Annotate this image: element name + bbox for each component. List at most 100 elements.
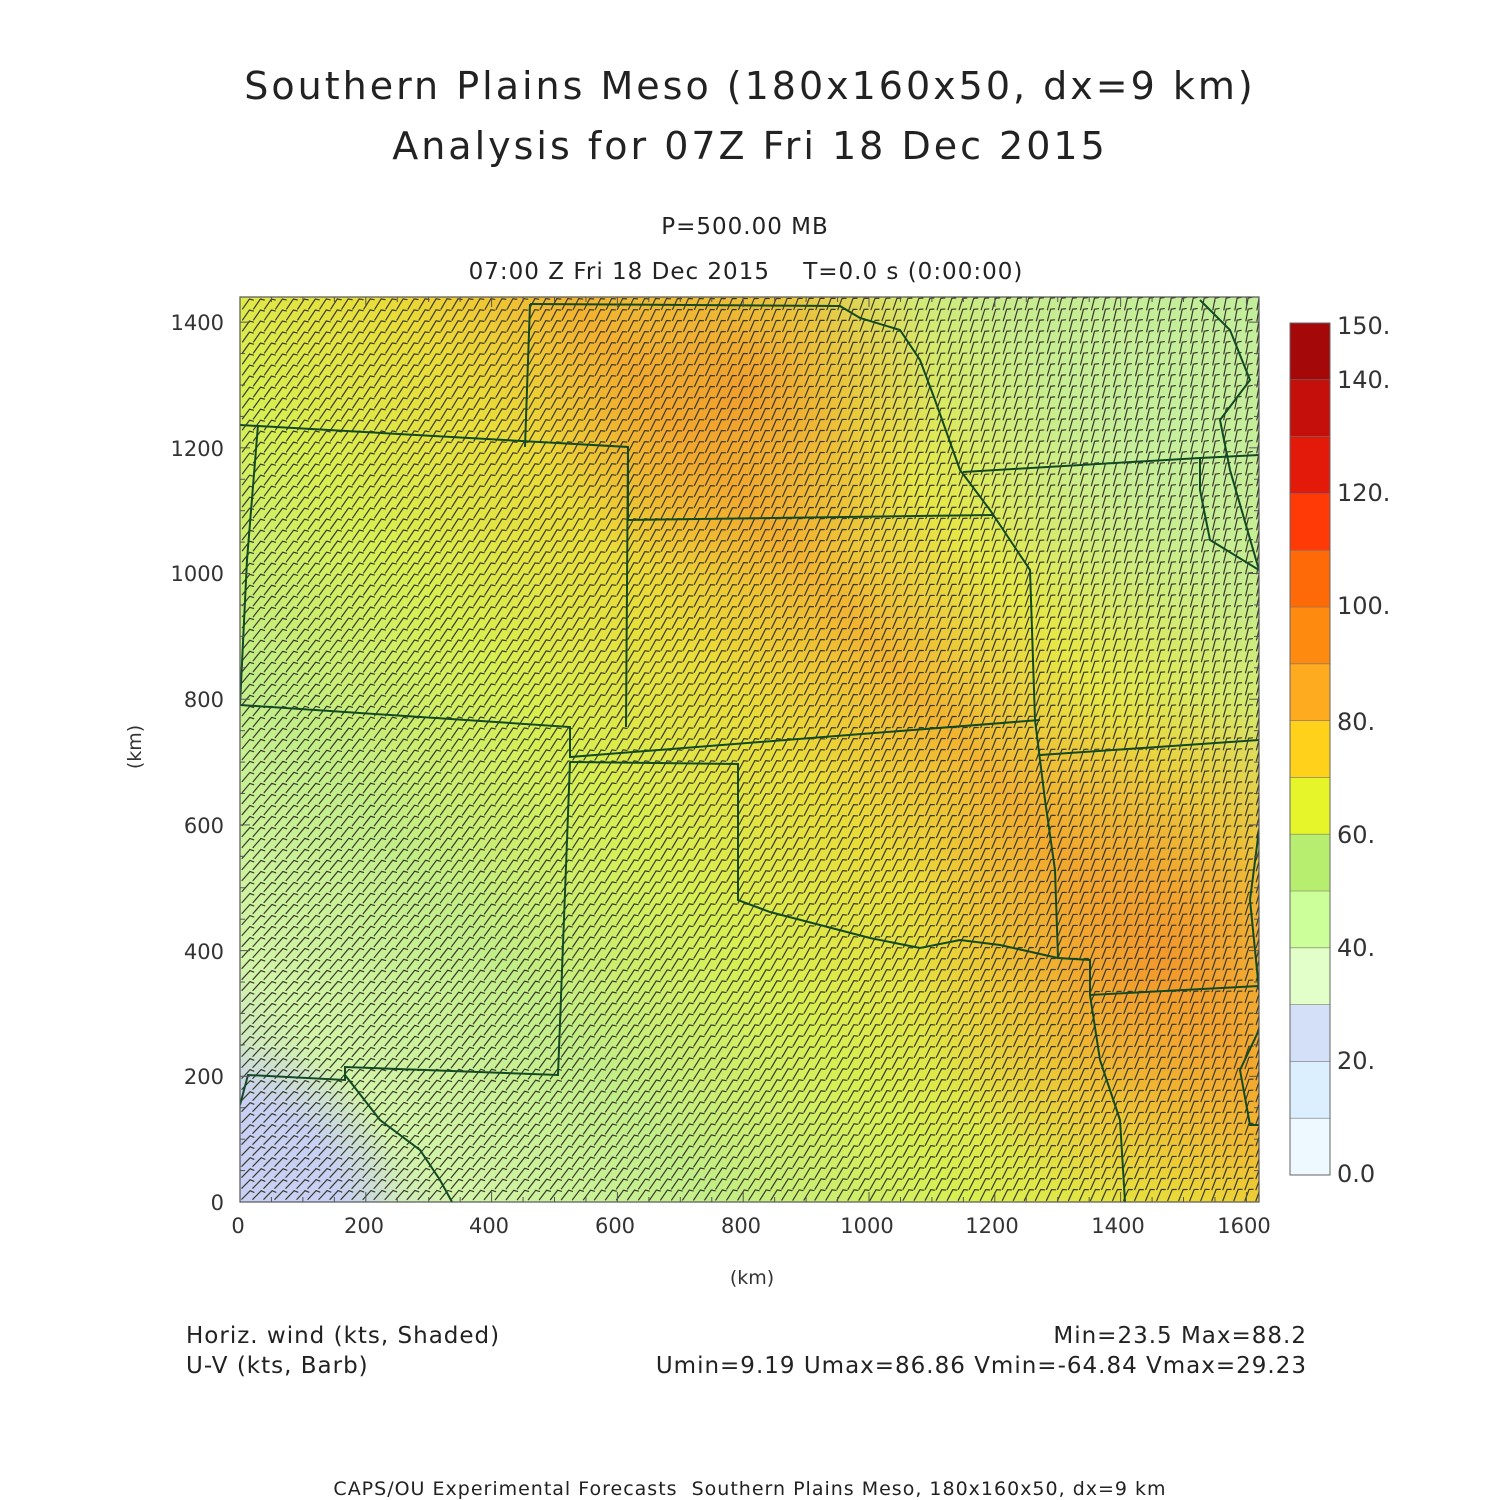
wind-barb: [925, 429, 935, 443]
wind-barb: [583, 452, 595, 464]
wind-barb: [881, 352, 891, 366]
wind-barb: [991, 451, 1001, 465]
wind-barb: [760, 385, 770, 399]
wind-barb: [616, 463, 628, 475]
wind-barb: [517, 309, 529, 321]
wind-barb: [1057, 374, 1067, 388]
wind-barb: [308, 397, 320, 409]
wind-barb: [759, 440, 771, 454]
wind-barb: [429, 309, 441, 321]
wind-barb: [947, 330, 957, 344]
wind-barb: [859, 484, 869, 498]
wind-barb: [594, 419, 606, 431]
wind-barb: [682, 385, 694, 399]
wind-barb: [815, 484, 825, 498]
wind-barb: [473, 386, 485, 398]
wind-barb: [296, 463, 309, 475]
wind-barb: [682, 407, 694, 421]
wind-barb: [285, 386, 298, 398]
wind-barb: [396, 331, 408, 343]
wind-barb: [1212, 362, 1220, 377]
wind-barb: [1146, 363, 1154, 377]
wind-barb: [341, 386, 353, 398]
wind-barb: [1124, 308, 1132, 322]
wind-barb: [318, 474, 331, 486]
wind-barb: [1201, 473, 1209, 487]
wind-barb: [892, 484, 902, 498]
wind-barb: [275, 309, 287, 321]
wind-barb: [451, 408, 463, 420]
wind-barb: [484, 298, 496, 310]
wind-barb: [1179, 297, 1187, 311]
wind-barb: [517, 353, 529, 365]
wind-barb: [815, 462, 825, 476]
wind-barb: [627, 441, 639, 453]
wind-barb: [495, 375, 507, 387]
wind-barb: [870, 396, 880, 410]
wind-barb: [1134, 473, 1144, 487]
wind-barb: [517, 320, 529, 332]
wind-barb: [870, 363, 880, 377]
wind-barb: [716, 308, 726, 322]
wind-barb: [285, 441, 298, 453]
wind-barb: [936, 484, 946, 498]
wind-barb: [1189, 495, 1199, 509]
wind-barb: [936, 385, 946, 399]
wind-barb: [870, 473, 880, 487]
wind-barb: [1168, 396, 1176, 410]
wind-barb: [837, 506, 847, 520]
wind-barb: [605, 297, 617, 310]
wind-barb: [958, 319, 968, 333]
wind-barb: [528, 408, 540, 420]
wind-barb: [352, 452, 364, 464]
wind-barb: [341, 364, 353, 376]
wind-barb: [1123, 363, 1133, 377]
wind-barb: [241, 364, 254, 376]
wind-barb: [1024, 462, 1034, 476]
wind-barb: [594, 452, 606, 464]
wind-barb: [1156, 418, 1166, 432]
wind-barb: [826, 407, 836, 421]
wind-barb: [771, 407, 781, 421]
wind-barb: [715, 495, 727, 509]
wind-barb: [1212, 329, 1220, 344]
wind-barb: [693, 473, 705, 487]
wind-barb: [484, 441, 496, 453]
wind-barb: [352, 298, 364, 310]
wind-barb: [903, 451, 913, 465]
wind-barb: [318, 485, 331, 497]
wind-barb: [583, 419, 595, 431]
wind-barb: [815, 330, 825, 344]
wind-barb: [374, 485, 386, 497]
wind-barb: [385, 364, 397, 376]
wind-barb: [770, 495, 782, 509]
wind-barb: [1068, 363, 1078, 377]
wind-barb: [594, 331, 606, 343]
wind-barb: [771, 440, 781, 454]
wind-barb: [782, 319, 792, 333]
wind-barb: [341, 419, 353, 431]
wind-barb: [297, 320, 309, 332]
wind-barb: [352, 386, 364, 398]
wind-barb: [1024, 418, 1034, 432]
wind-barb: [704, 429, 716, 443]
wind-barb: [462, 386, 474, 398]
wind-barb: [760, 308, 770, 322]
wind-barb: [275, 331, 287, 343]
wind-barb: [462, 397, 474, 409]
wind-barb: [925, 506, 935, 520]
wind-barb: [649, 452, 661, 464]
wind-barb: [1046, 429, 1056, 443]
wind-barb: [881, 473, 891, 487]
wind-barb: [440, 298, 452, 310]
wind-barb: [991, 495, 1001, 509]
wind-barb: [693, 462, 705, 476]
wind-barb: [737, 462, 749, 476]
wind-barb: [616, 330, 628, 343]
wind-barb: [748, 440, 760, 454]
wind-barb: [274, 364, 287, 376]
wind-barb: [473, 397, 485, 409]
wind-barb: [671, 396, 683, 410]
wind-barb: [374, 408, 386, 420]
wind-barb: [892, 451, 902, 465]
